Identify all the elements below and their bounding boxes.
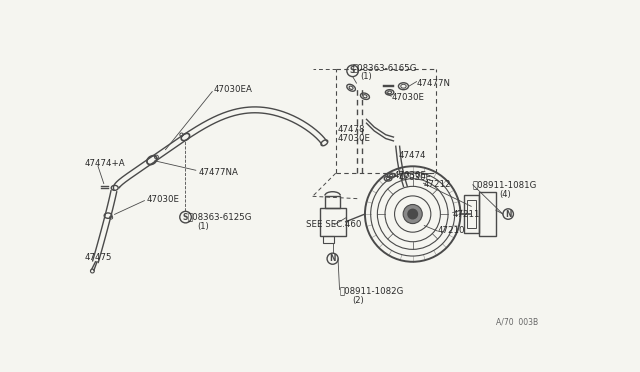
Text: 47474: 47474	[399, 151, 426, 160]
Text: 47030E: 47030E	[391, 93, 424, 102]
Text: 47478: 47478	[337, 125, 365, 134]
Text: N: N	[505, 209, 511, 218]
Text: A/70  003B: A/70 003B	[496, 317, 538, 326]
Text: N: N	[330, 254, 336, 263]
Bar	[479, 192, 496, 235]
Text: (4): (4)	[499, 189, 511, 199]
Text: ⓔ08911-1081G: ⓔ08911-1081G	[473, 180, 537, 189]
Bar	[325, 196, 340, 208]
Text: 47210: 47210	[437, 227, 465, 235]
Bar	[463, 195, 479, 233]
Circle shape	[403, 205, 422, 224]
Text: 47030E: 47030E	[394, 171, 426, 180]
Text: 47477NA: 47477NA	[198, 168, 239, 177]
Text: 47212: 47212	[424, 180, 451, 189]
Text: 47211: 47211	[452, 209, 480, 218]
Text: 47030EA: 47030EA	[214, 85, 253, 94]
Text: 47030E: 47030E	[399, 173, 432, 182]
Circle shape	[408, 209, 417, 219]
Text: 47477N: 47477N	[417, 78, 451, 88]
Text: S: S	[183, 213, 188, 222]
Bar	[323, 235, 334, 243]
Text: (1): (1)	[197, 222, 209, 231]
Text: SEE SEC.460: SEE SEC.460	[307, 220, 362, 229]
Text: (1): (1)	[360, 73, 372, 81]
Text: 47475: 47475	[84, 253, 112, 262]
Text: 47474+A: 47474+A	[84, 159, 125, 168]
Text: Ⓝ08363-6125G: Ⓝ08363-6125G	[188, 213, 252, 222]
Text: (2): (2)	[353, 296, 364, 305]
Bar	[467, 200, 476, 228]
Text: Ⓝ08363-6165G: Ⓝ08363-6165G	[353, 63, 417, 72]
Text: ⓔ08911-1082G: ⓔ08911-1082G	[340, 286, 404, 295]
Text: 47030E: 47030E	[147, 195, 180, 204]
Text: 47030E: 47030E	[337, 134, 370, 143]
Text: S: S	[350, 66, 355, 75]
